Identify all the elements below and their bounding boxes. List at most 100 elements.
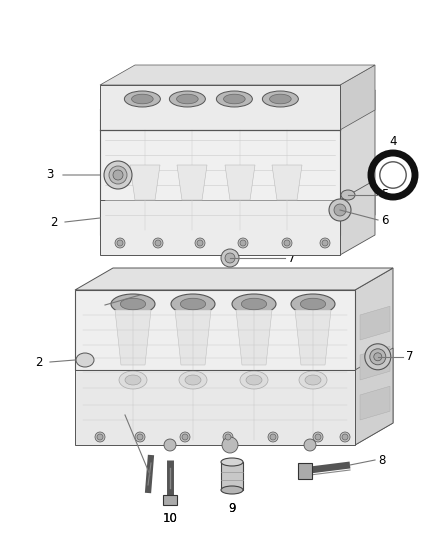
Circle shape bbox=[155, 240, 161, 246]
Ellipse shape bbox=[171, 294, 215, 314]
Ellipse shape bbox=[119, 371, 147, 389]
Circle shape bbox=[164, 439, 176, 451]
Text: 6: 6 bbox=[381, 214, 389, 227]
Polygon shape bbox=[360, 386, 390, 420]
Circle shape bbox=[225, 253, 235, 263]
Circle shape bbox=[222, 437, 238, 453]
Circle shape bbox=[342, 434, 348, 440]
Polygon shape bbox=[100, 110, 340, 235]
FancyBboxPatch shape bbox=[298, 463, 312, 479]
Circle shape bbox=[304, 439, 316, 451]
Polygon shape bbox=[360, 346, 390, 380]
Circle shape bbox=[370, 349, 386, 365]
Circle shape bbox=[340, 432, 350, 442]
Ellipse shape bbox=[299, 371, 327, 389]
Circle shape bbox=[282, 238, 292, 248]
Ellipse shape bbox=[124, 91, 160, 107]
Ellipse shape bbox=[241, 298, 267, 310]
Text: 8: 8 bbox=[378, 454, 385, 466]
Ellipse shape bbox=[240, 371, 268, 389]
Polygon shape bbox=[340, 180, 375, 255]
Circle shape bbox=[182, 434, 188, 440]
Circle shape bbox=[365, 344, 391, 370]
Text: 9: 9 bbox=[228, 502, 236, 515]
FancyBboxPatch shape bbox=[221, 462, 243, 490]
Ellipse shape bbox=[111, 294, 155, 314]
Ellipse shape bbox=[216, 91, 252, 107]
Circle shape bbox=[95, 432, 105, 442]
Ellipse shape bbox=[125, 375, 141, 385]
Polygon shape bbox=[225, 165, 255, 200]
Polygon shape bbox=[340, 65, 375, 130]
Polygon shape bbox=[355, 268, 393, 445]
Ellipse shape bbox=[120, 298, 146, 310]
Polygon shape bbox=[100, 200, 340, 255]
Circle shape bbox=[284, 240, 290, 246]
Ellipse shape bbox=[179, 371, 207, 389]
Ellipse shape bbox=[131, 94, 153, 104]
Circle shape bbox=[180, 432, 190, 442]
Text: 10: 10 bbox=[162, 512, 177, 525]
Circle shape bbox=[153, 238, 163, 248]
Ellipse shape bbox=[305, 375, 321, 385]
Circle shape bbox=[240, 240, 246, 246]
Text: 3: 3 bbox=[46, 168, 54, 182]
Polygon shape bbox=[75, 370, 355, 445]
Ellipse shape bbox=[262, 91, 298, 107]
Circle shape bbox=[374, 353, 382, 361]
Ellipse shape bbox=[76, 353, 94, 367]
Ellipse shape bbox=[291, 294, 335, 314]
Ellipse shape bbox=[180, 298, 206, 310]
Ellipse shape bbox=[170, 91, 205, 107]
Circle shape bbox=[270, 434, 276, 440]
Polygon shape bbox=[295, 310, 331, 365]
Ellipse shape bbox=[232, 294, 276, 314]
Polygon shape bbox=[100, 85, 340, 130]
Circle shape bbox=[238, 238, 248, 248]
Text: 10: 10 bbox=[162, 512, 177, 525]
Polygon shape bbox=[130, 165, 160, 200]
Ellipse shape bbox=[177, 94, 198, 104]
Circle shape bbox=[197, 240, 203, 246]
Text: 1: 1 bbox=[91, 298, 98, 311]
Polygon shape bbox=[340, 90, 375, 235]
Polygon shape bbox=[360, 306, 390, 340]
Polygon shape bbox=[100, 65, 375, 85]
FancyBboxPatch shape bbox=[163, 495, 177, 505]
Text: 4: 4 bbox=[389, 135, 397, 148]
Polygon shape bbox=[272, 165, 302, 200]
Polygon shape bbox=[355, 348, 393, 445]
Ellipse shape bbox=[269, 94, 291, 104]
Polygon shape bbox=[115, 310, 151, 365]
Text: 7: 7 bbox=[406, 350, 413, 364]
Circle shape bbox=[115, 238, 125, 248]
Text: 11: 11 bbox=[103, 406, 118, 418]
Circle shape bbox=[221, 249, 239, 267]
Circle shape bbox=[329, 199, 351, 221]
Circle shape bbox=[113, 170, 123, 180]
Circle shape bbox=[315, 434, 321, 440]
Circle shape bbox=[117, 240, 123, 246]
Text: 2: 2 bbox=[35, 356, 43, 368]
Text: 5: 5 bbox=[381, 189, 389, 201]
Circle shape bbox=[334, 204, 346, 216]
Circle shape bbox=[322, 240, 328, 246]
Circle shape bbox=[109, 166, 127, 184]
Polygon shape bbox=[100, 90, 375, 110]
Ellipse shape bbox=[246, 375, 262, 385]
Circle shape bbox=[137, 434, 143, 440]
Ellipse shape bbox=[223, 94, 245, 104]
Ellipse shape bbox=[221, 458, 243, 466]
Ellipse shape bbox=[185, 375, 201, 385]
Polygon shape bbox=[175, 310, 211, 365]
Circle shape bbox=[195, 238, 205, 248]
Circle shape bbox=[225, 434, 231, 440]
Ellipse shape bbox=[341, 190, 355, 200]
Circle shape bbox=[223, 432, 233, 442]
Ellipse shape bbox=[300, 298, 325, 310]
Circle shape bbox=[313, 432, 323, 442]
Polygon shape bbox=[75, 268, 393, 290]
Circle shape bbox=[320, 238, 330, 248]
Circle shape bbox=[135, 432, 145, 442]
Polygon shape bbox=[177, 165, 207, 200]
